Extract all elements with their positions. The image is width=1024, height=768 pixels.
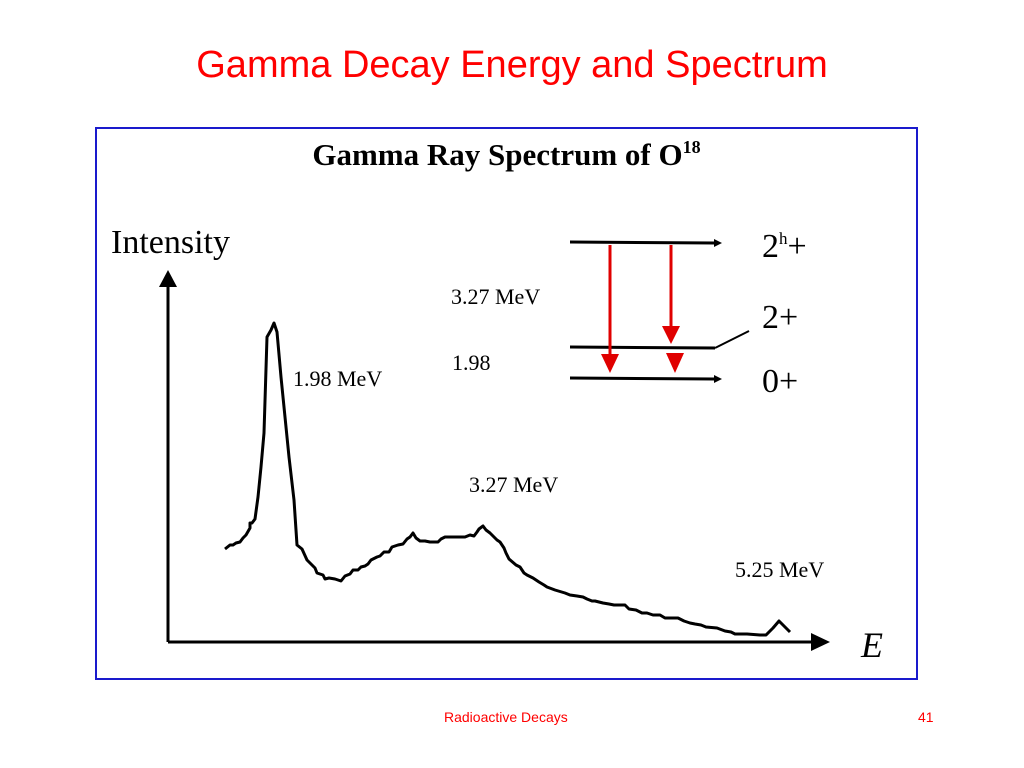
transition-label-mid: 1.98 bbox=[452, 350, 491, 375]
figure-frame: Gamma Ray Spectrum of O18 Intensity E 1.… bbox=[95, 127, 918, 680]
slide-title: Gamma Decay Energy and Spectrum bbox=[196, 44, 828, 86]
peak-label-3: 5.25 MeV bbox=[735, 557, 824, 582]
y-axis-label: Intensity bbox=[111, 224, 230, 261]
energy-level-middle-connector bbox=[714, 330, 750, 349]
level-label-middle: 2+ bbox=[762, 299, 798, 336]
peak-label-1: 1.98 MeV bbox=[293, 366, 382, 391]
x-axis-arrowhead bbox=[811, 633, 830, 651]
spectrum-curve bbox=[224, 321, 792, 637]
energy-level-top bbox=[569, 240, 716, 245]
energy-level-ground-tip bbox=[714, 375, 722, 383]
energy-level-middle bbox=[569, 345, 716, 350]
level-label-top-suffix: + bbox=[788, 228, 807, 265]
level-label-top-sup: h bbox=[779, 229, 788, 248]
figure-title-text: Gamma Ray Spectrum of O bbox=[312, 137, 683, 172]
transition-arrowhead-3-27 bbox=[601, 354, 619, 373]
spectrum-diagram: Intensity E 1.98 MeV 3.27 MeV 5.25 MeV 3… bbox=[111, 224, 883, 665]
level-label-ground: 0+ bbox=[762, 363, 798, 400]
footer-title: Radioactive Decays bbox=[444, 709, 568, 725]
level-label-top-base: 2 bbox=[762, 228, 779, 265]
figure-title-superscript: 18 bbox=[682, 137, 701, 157]
transition-arrowhead-cascade-2 bbox=[666, 353, 684, 373]
energy-level-top-tip bbox=[714, 239, 722, 247]
figure-title: Gamma Ray Spectrum of O18 bbox=[97, 137, 916, 173]
x-axis-label: E bbox=[860, 625, 883, 665]
transition-arrowhead-cascade-1 bbox=[662, 326, 680, 344]
energy-level-ground bbox=[569, 376, 716, 381]
transition-label-top: 3.27 MeV bbox=[451, 284, 540, 309]
level-label-top: 2h+ bbox=[762, 228, 807, 265]
peak-label-2: 3.27 MeV bbox=[469, 472, 558, 497]
y-axis-arrowhead bbox=[159, 270, 177, 287]
page-number: 41 bbox=[918, 709, 934, 725]
